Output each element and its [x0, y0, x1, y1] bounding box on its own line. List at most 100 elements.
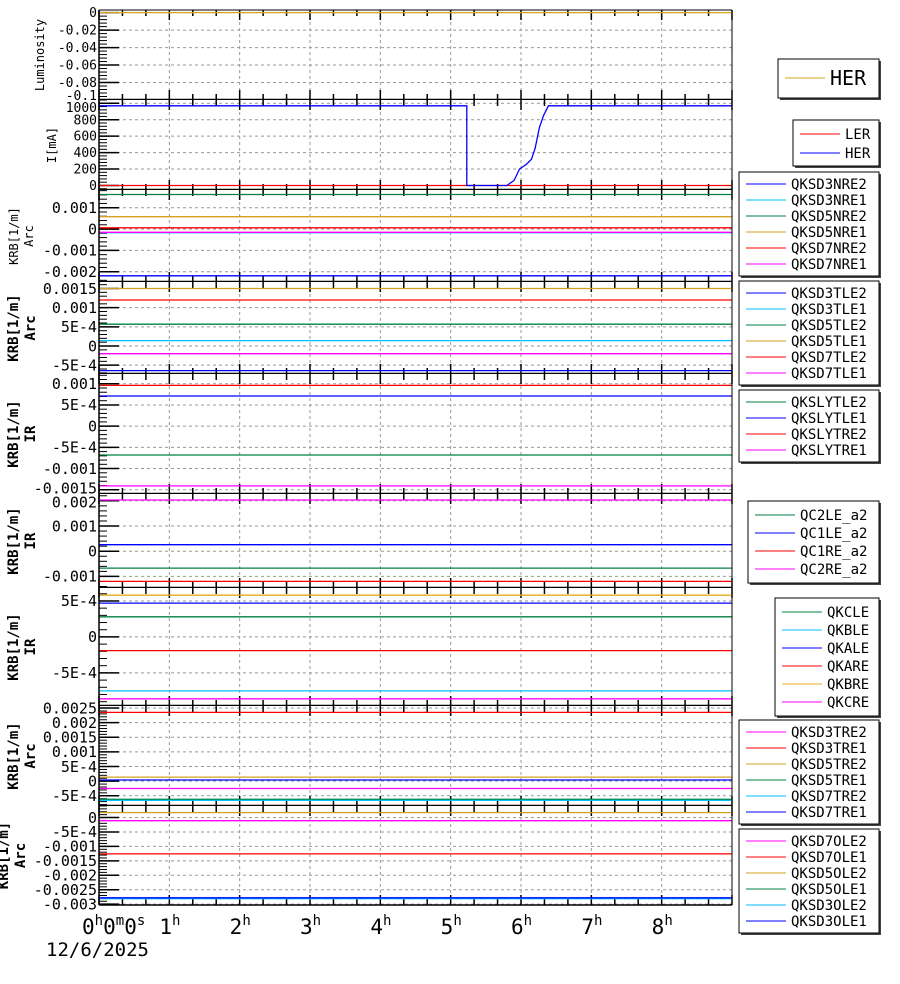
plot-area — [99, 806, 732, 905]
y-tick-label: -5E-4 — [52, 664, 97, 682]
y-axis-label: KRB[1/m] — [6, 613, 22, 680]
plot-area — [99, 706, 732, 806]
y-axis-label: KRB[1/m] — [0, 822, 12, 889]
y-axis-label: Luminosity — [33, 19, 47, 91]
legend-label: QKSD7NRE1 — [791, 257, 867, 273]
panel-3: 0.001 0 -0.001 -0.002 KRB[1/m] Arc — [7, 190, 733, 284]
legend-label: QKSD5TLE2 — [791, 318, 867, 334]
y-axis-label: I[mA] — [45, 127, 59, 163]
y-tick-label: -5E-4 — [52, 823, 97, 841]
plot-area — [99, 588, 732, 706]
legend-label: QKSD3TLE1 — [791, 302, 867, 318]
panel-9: 0-5E-4-0.001-0.0015-0.002-0.0025-0.003 KR… — [0, 805, 733, 913]
y-tick-label: -0.002 — [43, 867, 97, 885]
y-axis-label: IR — [23, 425, 39, 442]
y-axis-label: KRB[1/m] — [6, 722, 22, 789]
legend-label: QKSD7TRE2 — [791, 789, 867, 805]
legend-label: QKSD5TRE2 — [791, 757, 867, 773]
y-tick-label: -0.001 — [43, 460, 97, 478]
plot-area — [99, 190, 732, 282]
y-tick-label: -5E-4 — [52, 787, 97, 805]
legend-7: QKCLE QKBLE QKALE QKARE QKBRE QKCRE — [774, 597, 881, 718]
plot-area — [99, 494, 732, 588]
y-tick-label: 0.001 — [52, 517, 97, 535]
x-tick-label: 0h0m0s — [82, 913, 145, 939]
legend-label: QKSD5TLE1 — [791, 334, 867, 350]
x-tick-label: 2h — [230, 913, 251, 939]
y-tick-label: 0.001 — [52, 199, 97, 217]
panel-7: 5E-4 0 -5E-4 KRB[1/m] IR — [6, 588, 733, 708]
legend-label: QKSD5NRE1 — [791, 225, 867, 241]
y-tick-label: 5E-4 — [61, 396, 97, 414]
panel-5: 0.001 5E-4 0 -5E-4 -0.001-0.0015 KRB[1/m] IR — [6, 374, 733, 497]
legend-label: QC2LE_a2 — [800, 508, 867, 524]
legend-label: QKSD3NRE1 — [791, 193, 867, 209]
y-tick-label: 0 — [89, 179, 97, 194]
y-tick-label: 400 — [74, 146, 97, 161]
legend-label: QKSD3TLE2 — [791, 286, 867, 302]
plot-area — [99, 282, 732, 374]
legend-label: QKSLYTLE2 — [791, 395, 867, 411]
x-tick-label: 8h — [652, 913, 673, 939]
legend-label: QKALE — [827, 641, 869, 657]
y-axis-label: KRB[1/m] — [6, 400, 22, 467]
legend-label: QKSD3OLE1 — [791, 914, 867, 930]
y-tick-label: -0.003 — [43, 895, 97, 913]
x-axis-date: 12/6/2025 — [46, 939, 149, 961]
legend-label: QKSD7OLE2 — [791, 834, 867, 850]
legend-label: QKSD3OLE2 — [791, 898, 867, 914]
legend-label: QKCRE — [827, 695, 869, 711]
x-tick-label: 3h — [300, 913, 321, 939]
legend-label: QKARE — [827, 659, 869, 675]
y-tick-label: 0.001 — [52, 743, 97, 761]
legend-label: QKBLE — [827, 623, 869, 639]
y-tick-label: 0 — [88, 543, 97, 561]
legend-label: HER — [845, 146, 871, 162]
legend-label: QKSD5TRE1 — [791, 773, 867, 789]
y-tick-label: 5E-4 — [61, 318, 97, 336]
legend-label: QKSD7NRE2 — [791, 241, 867, 257]
legend-label: QKCLE — [827, 605, 869, 621]
y-tick-label: 0 — [88, 772, 97, 790]
legend-label: QKSD7TLE1 — [791, 366, 867, 382]
legend-label: QC1RE_a2 — [800, 544, 867, 560]
y-tick-label: -0.001 — [43, 568, 97, 586]
y-tick-label: -0.06 — [58, 59, 97, 74]
y-tick-label: 1000 — [66, 101, 97, 116]
legend-label: QKSD3TRE1 — [791, 741, 867, 757]
y-tick-label: 0.002 — [52, 494, 97, 512]
series-line-her — [99, 105, 732, 187]
y-tick-label: -5E-4 — [52, 439, 97, 457]
y-axis-label: KRB[1/m] — [6, 294, 22, 361]
legend-label: QKSLYTRE2 — [791, 427, 867, 443]
legend-label: LER — [845, 127, 871, 143]
legend-label: QKSLYTRE1 — [791, 443, 867, 459]
legend-label: QKSD5OLE2 — [791, 866, 867, 882]
x-tick-label: 6h — [511, 913, 532, 939]
legend-box — [738, 719, 880, 825]
y-tick-label: 0.002 — [52, 714, 97, 732]
legend-box — [738, 828, 880, 934]
legend-9: QKSD7OLE2QKSD7OLE1QKSD5OLE2QKSD5OLE1QKSD… — [738, 828, 881, 935]
y-tick-label: -0.08 — [58, 76, 97, 91]
y-axis-label: Arc — [23, 743, 39, 768]
legend-label: QKSD5OLE1 — [791, 882, 867, 898]
y-tick-label: -0.0015 — [34, 479, 97, 497]
legend-label: QKSD3TRE2 — [791, 725, 867, 741]
legend-box — [738, 280, 880, 386]
x-tick-label: 4h — [370, 913, 391, 939]
y-tick-label: 0.0025 — [43, 699, 97, 717]
legend-label: QKSD7TRE1 — [791, 805, 867, 821]
y-tick-label: 0.001 — [52, 375, 97, 393]
y-tick-label: 0 — [88, 337, 97, 355]
y-tick-label: 0.0015 — [43, 280, 97, 298]
y-axis-label: Arc — [23, 315, 39, 340]
legend-label: QKSD5NRE2 — [791, 209, 867, 225]
plot-area — [99, 374, 732, 494]
x-tick-label: 5h — [441, 913, 462, 939]
y-tick-label: -0.001 — [43, 838, 97, 856]
